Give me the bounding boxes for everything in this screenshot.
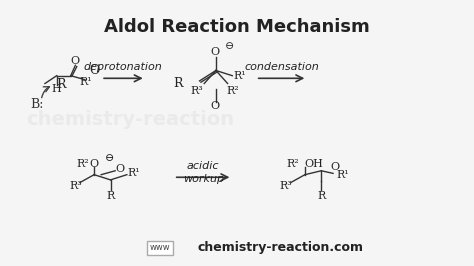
Text: ⊖: ⊖ bbox=[225, 41, 235, 51]
Text: R: R bbox=[317, 190, 326, 201]
Text: R¹: R¹ bbox=[128, 168, 140, 178]
Text: R: R bbox=[56, 78, 66, 91]
Text: R: R bbox=[173, 77, 183, 90]
Text: R³: R³ bbox=[191, 86, 203, 96]
Text: R: R bbox=[106, 190, 115, 201]
Text: H: H bbox=[52, 84, 62, 94]
Text: R¹: R¹ bbox=[79, 77, 92, 87]
Text: R²: R² bbox=[226, 86, 239, 96]
Text: deprotonation: deprotonation bbox=[84, 62, 163, 72]
Text: ⊖: ⊖ bbox=[105, 153, 114, 163]
Text: R³: R³ bbox=[280, 181, 292, 192]
Text: B:: B: bbox=[30, 98, 43, 111]
Text: O: O bbox=[115, 164, 125, 174]
Text: chemistry-reaction: chemistry-reaction bbox=[26, 110, 234, 130]
Text: R³: R³ bbox=[69, 181, 82, 192]
Text: workup: workup bbox=[182, 174, 224, 184]
Text: condensation: condensation bbox=[244, 62, 319, 72]
Text: www: www bbox=[149, 243, 170, 252]
Text: O: O bbox=[331, 162, 340, 172]
Text: OH: OH bbox=[305, 159, 324, 169]
Text: O: O bbox=[90, 159, 99, 169]
Text: R¹: R¹ bbox=[233, 71, 246, 81]
Text: O: O bbox=[71, 56, 80, 66]
Text: Aldol Reaction Mechanism: Aldol Reaction Mechanism bbox=[104, 18, 370, 36]
Text: chemistry-reaction.com: chemistry-reaction.com bbox=[197, 241, 363, 254]
Text: R¹: R¹ bbox=[336, 170, 349, 180]
Text: O: O bbox=[89, 64, 100, 77]
Text: O: O bbox=[210, 47, 219, 57]
Text: O: O bbox=[210, 101, 219, 111]
Text: acidic: acidic bbox=[187, 161, 219, 171]
Text: R²: R² bbox=[76, 159, 89, 169]
Text: R²: R² bbox=[287, 159, 300, 169]
